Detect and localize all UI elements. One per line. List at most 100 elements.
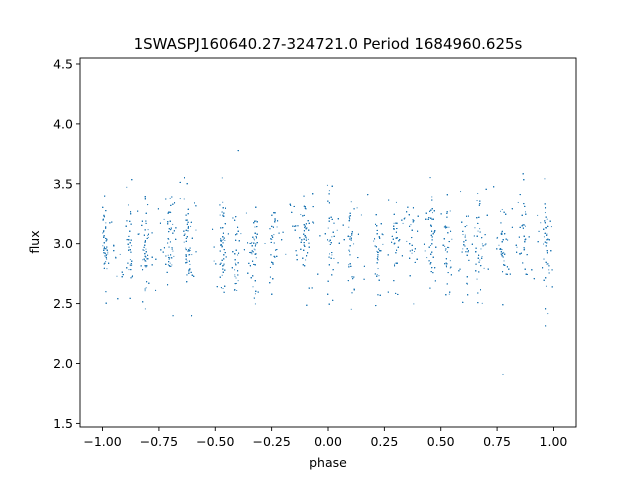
data-point bbox=[524, 225, 526, 227]
data-point bbox=[479, 259, 481, 261]
data-point bbox=[328, 240, 330, 242]
data-point bbox=[223, 264, 225, 266]
data-point bbox=[394, 263, 396, 265]
data-point bbox=[254, 303, 256, 305]
data-point bbox=[448, 293, 450, 295]
data-point bbox=[142, 259, 144, 261]
data-point bbox=[234, 262, 236, 264]
data-point bbox=[145, 287, 147, 289]
data-point bbox=[172, 250, 174, 252]
data-point bbox=[476, 200, 478, 202]
data-point bbox=[414, 251, 416, 253]
data-point bbox=[483, 267, 485, 269]
data-point bbox=[169, 257, 171, 259]
data-point bbox=[481, 243, 483, 245]
data-point bbox=[348, 264, 350, 266]
data-point bbox=[378, 275, 380, 277]
data-point bbox=[481, 302, 483, 304]
data-point bbox=[331, 254, 333, 256]
data-point bbox=[350, 308, 352, 310]
data-point bbox=[377, 268, 379, 270]
data-point bbox=[144, 308, 146, 310]
data-point bbox=[449, 267, 451, 269]
data-point bbox=[251, 241, 253, 243]
data-point bbox=[144, 290, 146, 292]
data-point bbox=[466, 225, 468, 227]
data-point bbox=[234, 276, 236, 278]
data-point bbox=[105, 256, 107, 258]
data-point bbox=[480, 248, 482, 250]
chart-title: 1SWASPJ160640.27-324721.0 Period 1684960… bbox=[134, 35, 523, 53]
data-point bbox=[105, 222, 107, 224]
data-point bbox=[253, 238, 255, 240]
data-point bbox=[172, 223, 174, 225]
data-point bbox=[382, 243, 384, 245]
data-point bbox=[540, 222, 542, 224]
data-point bbox=[501, 249, 503, 251]
data-point bbox=[234, 274, 236, 276]
data-point bbox=[221, 274, 223, 276]
data-point bbox=[543, 236, 545, 238]
data-point bbox=[183, 198, 185, 200]
data-point bbox=[393, 222, 395, 224]
data-point bbox=[547, 313, 549, 315]
data-point bbox=[255, 257, 257, 259]
data-point bbox=[444, 245, 446, 247]
data-point bbox=[300, 214, 302, 216]
data-point bbox=[546, 233, 548, 235]
data-point bbox=[516, 246, 518, 248]
data-point bbox=[249, 252, 251, 254]
data-point bbox=[235, 277, 237, 279]
data-point bbox=[104, 216, 106, 218]
data-point bbox=[189, 263, 191, 265]
data-point bbox=[331, 236, 333, 238]
data-point bbox=[107, 253, 109, 255]
data-point bbox=[333, 258, 335, 260]
data-point bbox=[138, 233, 140, 235]
data-point bbox=[169, 197, 171, 199]
data-point bbox=[430, 244, 432, 246]
data-point bbox=[356, 207, 358, 209]
data-point bbox=[264, 243, 266, 244]
data-point bbox=[537, 214, 539, 216]
data-point bbox=[271, 238, 273, 240]
data-point bbox=[376, 274, 378, 276]
data-point bbox=[449, 210, 451, 212]
data-point bbox=[326, 184, 328, 186]
data-point bbox=[102, 245, 104, 247]
data-point bbox=[348, 226, 350, 228]
data-point bbox=[376, 250, 378, 252]
data-point bbox=[116, 275, 118, 277]
data-point bbox=[373, 240, 375, 242]
data-point bbox=[105, 261, 107, 263]
data-point bbox=[476, 278, 478, 280]
data-point bbox=[479, 228, 481, 230]
data-point bbox=[126, 186, 128, 188]
data-point bbox=[517, 201, 519, 203]
data-point bbox=[119, 253, 121, 255]
data-point bbox=[106, 238, 108, 240]
data-point bbox=[411, 252, 413, 254]
data-point bbox=[501, 209, 503, 211]
data-point bbox=[163, 218, 165, 220]
data-point bbox=[497, 236, 499, 238]
data-point bbox=[219, 214, 221, 216]
data-point bbox=[276, 226, 278, 228]
data-point bbox=[170, 265, 172, 267]
data-point bbox=[448, 247, 450, 249]
data-point bbox=[147, 229, 149, 231]
data-point bbox=[395, 201, 397, 203]
data-point bbox=[173, 255, 175, 257]
data-point bbox=[285, 253, 287, 255]
data-point bbox=[305, 259, 307, 261]
data-point bbox=[221, 177, 223, 179]
data-point bbox=[167, 254, 169, 256]
data-point bbox=[145, 260, 147, 262]
data-point bbox=[462, 248, 464, 250]
data-point bbox=[213, 260, 215, 262]
data-point bbox=[224, 239, 226, 241]
data-point bbox=[234, 269, 236, 271]
data-point bbox=[481, 256, 483, 258]
data-point bbox=[336, 229, 338, 231]
